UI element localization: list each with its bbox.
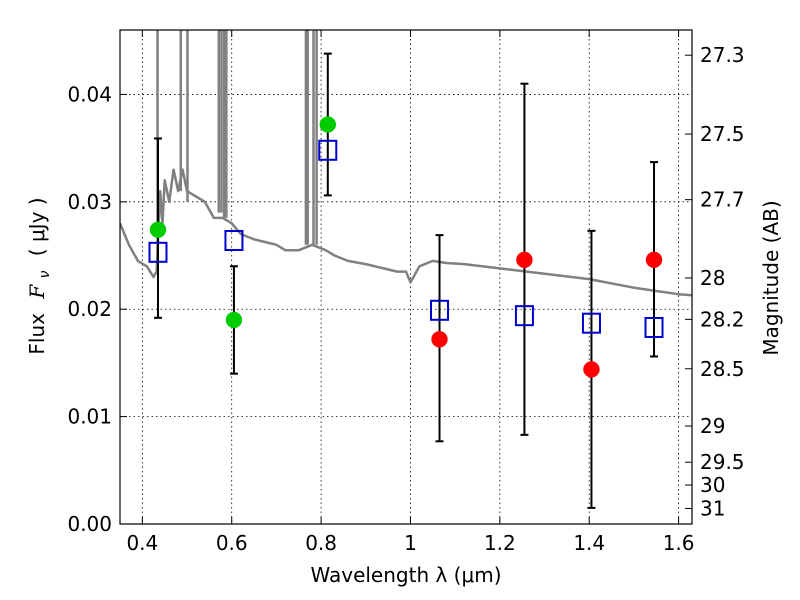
right-tick-label: 29 (700, 414, 725, 438)
right-tick-label: 27.5 (700, 122, 745, 146)
right-tick-label: 28.5 (700, 357, 745, 381)
upper-limit-point (431, 331, 448, 348)
y-tick-label: 0.02 (67, 297, 112, 321)
y-tick-label: 0.04 (67, 82, 112, 106)
y-axis-label-symbol: F (25, 284, 49, 300)
y-tick-label: 0.01 (67, 405, 112, 429)
x-tick-label: 0.4 (126, 531, 158, 555)
y-tick-label: 0.00 (67, 512, 112, 536)
detection-point (149, 221, 167, 238)
x-tick-label: 0.8 (305, 531, 337, 555)
upper-limit-point (645, 251, 663, 269)
model-photometry-square (318, 139, 338, 161)
y-axis-label-subscript: ν (37, 270, 53, 278)
right-tick-label: 29.5 (700, 450, 745, 474)
right-tick-label: 31 (700, 496, 725, 520)
spectrum-line (120, 168, 692, 297)
x-axis-label: Wavelength λ (μm) (310, 563, 501, 587)
y-axis-label: Flux F ν ( μJy ) (25, 197, 54, 354)
right-tick-label: 27.3 (700, 43, 745, 67)
right-tick-label: 27.7 (700, 188, 745, 212)
data-markers (148, 116, 664, 378)
x-tick-label: 1 (404, 531, 417, 555)
error-bars (153, 52, 659, 509)
model-photometry-square (148, 241, 168, 263)
right-tick-label: 28.2 (700, 307, 745, 331)
model-spectrum (120, 30, 692, 297)
x-tick-label: 0.6 (216, 531, 248, 555)
plot-frame (119, 29, 693, 525)
right-axis-label: Magnitude (AB) (759, 200, 783, 355)
detection-point (319, 116, 337, 133)
model-photometry-square (644, 316, 664, 338)
x-tick-label: 1.4 (573, 531, 605, 555)
y-axis-label-text: Flux (25, 313, 49, 355)
detection-point (225, 311, 243, 329)
right-tick-label: 28 (700, 266, 725, 290)
x-tick-label: 1.6 (663, 531, 695, 555)
model-photometry-square (514, 305, 534, 327)
upper-limit-point (516, 251, 533, 269)
model-photometry-square (224, 229, 244, 251)
axis-ticks: 0.4 0.6 0.8 1 1.2 1.4 1.6 0.00 0.01 0.02 0.03 0.04 2… (67, 30, 745, 555)
right-tick-label: 30 (700, 473, 725, 497)
y-axis-label-units: ( μJy ) (25, 197, 49, 256)
model-photometry-square (581, 312, 601, 334)
upper-limit-point (583, 361, 600, 378)
model-photometry-square (430, 299, 450, 321)
grid-lines (120, 30, 692, 525)
x-tick-label: 1.2 (484, 531, 516, 555)
y-tick-label: 0.03 (67, 190, 112, 214)
